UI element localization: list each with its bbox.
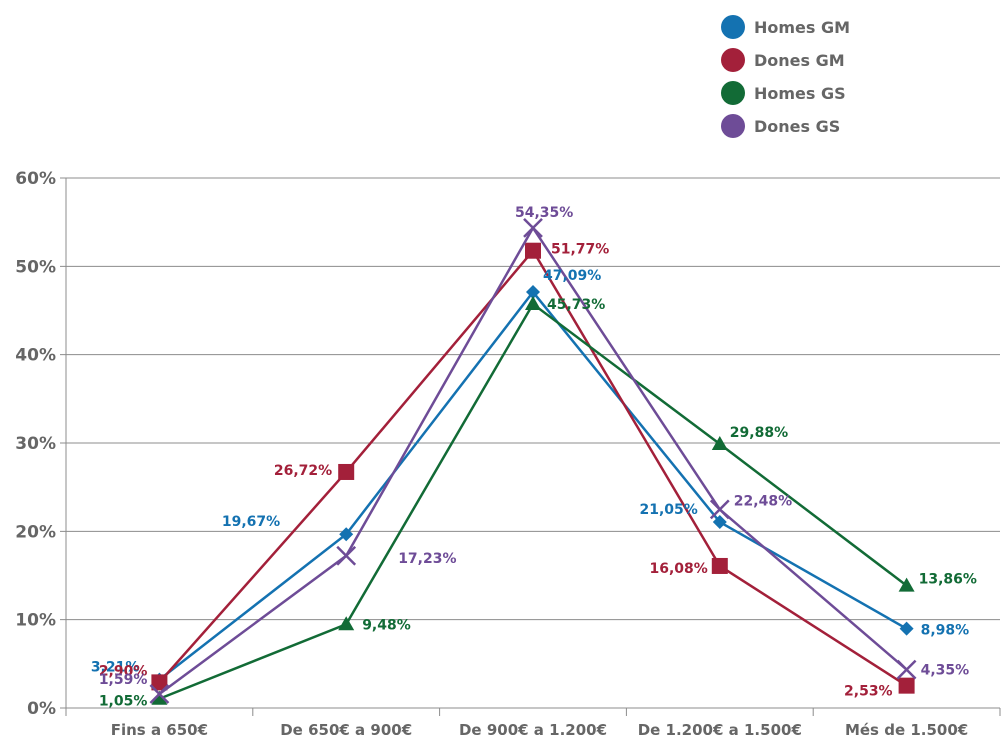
x-axis: Fins a 650€ De 650€ a 900€ De 900€ a 1.200…	[65, 707, 1001, 739]
series-dones-gs	[149, 218, 917, 704]
y-tick-label: 30%	[15, 434, 56, 454]
data-point-diamond	[712, 515, 727, 530]
legend-item-homes-gs[interactable]: Homes GS	[721, 81, 846, 105]
data-point-triangle	[338, 616, 355, 631]
legend-swatch	[721, 114, 745, 138]
data-label: 13,86%	[919, 572, 977, 588]
data-label: 47,09%	[543, 268, 601, 284]
x-tick-label: De 1.200€ a 1.500€	[638, 721, 802, 739]
y-tick-label: 10%	[15, 611, 56, 631]
legend-label: Dones GS	[754, 117, 840, 136]
data-label: 8,98%	[921, 623, 970, 639]
series-line	[158, 290, 908, 681]
y-tick-label: 40%	[15, 346, 56, 366]
legend[interactable]: Homes GM Dones GM Homes GS Dones GS	[721, 15, 850, 138]
y-tick-label: 20%	[15, 522, 56, 542]
data-point-diamond	[899, 621, 914, 636]
data-point-cross	[709, 499, 730, 520]
data-label: 51,77%	[551, 242, 609, 258]
series-dones-gm	[151, 242, 915, 694]
data-label: 2,90%	[99, 663, 148, 679]
legend-item-dones-gm[interactable]: Dones GM	[721, 48, 845, 72]
data-label: 21,05%	[639, 502, 697, 518]
y-tick-label: 60%	[15, 169, 56, 189]
legend-item-homes-gm[interactable]: Homes GM	[721, 15, 850, 39]
data-label: 4,35%	[921, 663, 970, 679]
series-homes-gm	[152, 285, 914, 687]
data-label: 2,53%	[844, 684, 893, 700]
legend-label: Homes GS	[754, 84, 846, 103]
data-point-cross	[523, 218, 543, 238]
data-point-square	[898, 677, 915, 694]
series-homes-gs	[151, 296, 915, 705]
data-label: 22,48%	[734, 493, 792, 509]
data-label: 3,21%	[91, 660, 140, 676]
data-point-cross	[336, 545, 357, 566]
data-point-diamond	[526, 285, 540, 300]
data-point-square	[525, 242, 541, 259]
data-label: 1,05%	[99, 694, 148, 710]
data-point-triangle	[898, 577, 915, 592]
data-label: 54,35%	[515, 205, 573, 221]
data-point-triangle	[151, 690, 168, 705]
data-label: 19,67%	[222, 514, 280, 530]
data-label: 9,48%	[362, 617, 411, 633]
data-point-cross	[896, 659, 917, 680]
x-tick-label: Més de 1.500€	[845, 721, 968, 739]
data-labels: 3,21% 19,67% 47,09% 21,05% 8,98% 2,90% 26,72% 5…	[91, 205, 977, 710]
data-point-diamond	[339, 527, 354, 542]
legend-label: Dones GM	[754, 51, 845, 70]
data-label: 29,88%	[730, 425, 788, 441]
series-line	[158, 302, 908, 700]
x-tick-label: Fins a 650€	[111, 721, 208, 739]
data-label: 45,73%	[547, 297, 605, 313]
data-label: 26,72%	[274, 463, 332, 479]
x-tick-label: De 650€ a 900€	[280, 721, 412, 739]
x-tick-label: De 900€ a 1.200€	[459, 721, 607, 739]
data-point-square	[338, 463, 355, 480]
data-label: 1,59%	[99, 672, 148, 688]
data-point-triangle	[525, 296, 541, 311]
legend-swatch	[721, 48, 745, 72]
legend-label: Homes GM	[754, 18, 850, 37]
legend-swatch	[721, 81, 745, 105]
y-tick-label: 50%	[15, 257, 56, 277]
data-point-square	[151, 674, 168, 691]
data-point-triangle	[711, 436, 728, 451]
plot-area	[149, 218, 917, 705]
series-line	[158, 248, 908, 687]
legend-item-dones-gs[interactable]: Dones GS	[721, 114, 840, 138]
data-point-square	[711, 557, 728, 574]
data-label: 16,08%	[649, 561, 707, 577]
y-axis: 0% 10% 20% 30% 40% 50% 60%	[15, 169, 67, 719]
y-tick-label: 0%	[27, 699, 56, 719]
data-point-cross	[149, 684, 170, 704]
data-label: 17,23%	[398, 551, 456, 567]
legend-swatch	[721, 15, 745, 39]
